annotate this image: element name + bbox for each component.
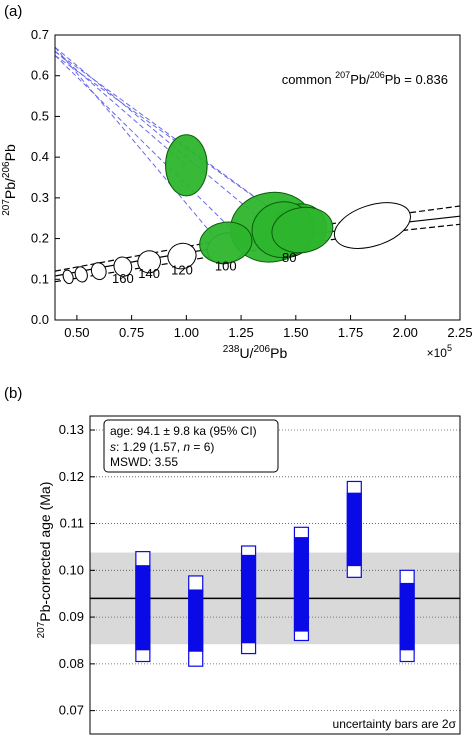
age-bars [135, 480, 415, 667]
y-tick-label: 0.2 [31, 231, 49, 246]
x-tick-label: 2.25 [447, 325, 472, 340]
plot-b-frame [89, 415, 461, 735]
x-axis-multiplier: ×105 [427, 343, 452, 360]
intercept-line [55, 46, 220, 243]
x-tick-label: 2.00 [393, 325, 418, 340]
x-tick-label: 1.25 [228, 325, 253, 340]
data-ellipse [271, 206, 334, 254]
intercept-line [55, 46, 273, 229]
x-tick-label: 0.50 [64, 325, 89, 340]
y-tick-label: 0.3 [31, 190, 49, 205]
age-marker-ellipse [167, 242, 197, 270]
age-label: 120 [171, 262, 193, 277]
weighted-mean-panel: (b) 0.07 0.08 0.09 0.10 0.11 0.12 0.13 207Pb-c… [4, 385, 461, 735]
age-marker-ellipse [62, 269, 74, 285]
stats-legend-box [103, 419, 279, 473]
y-tick-label: 0.5 [31, 108, 49, 123]
y-tick-label: 0.13 [59, 422, 84, 437]
x-axis-label: 238U/206Pb [223, 344, 288, 361]
y-tick-label: 0.1 [31, 271, 49, 286]
plot-a-axes: 0.50 0.75 1.00 1.25 1.50 1.75 2.00 2.25 0.0 0.1 0.… [31, 27, 473, 340]
age-marker-ellipse [90, 262, 107, 281]
x-tick-label: 1.50 [283, 325, 308, 340]
y-tick-label: 0.08 [59, 656, 84, 671]
age-bar-inner [293, 537, 309, 632]
uncertainty-footnote: uncertainty bars are 2σ [333, 717, 457, 731]
age-bar-inner [188, 589, 204, 652]
age-marker-ellipse [113, 256, 133, 277]
age-marker-ellipse [74, 266, 88, 283]
y-axis-label: 207Pb/206Pb [1, 144, 18, 216]
plot-b-axes: 0.07 0.08 0.09 0.10 0.11 0.12 0.13 [59, 422, 95, 718]
legend-mswd: MSWD: 3.55 [110, 455, 178, 469]
legend-dispersion: s: 1.29 (1.57, n = 6) [110, 440, 214, 454]
panel-a-label: (a) [4, 3, 22, 20]
age-label: 140 [138, 266, 160, 281]
y-tick-label: 0.7 [31, 27, 49, 42]
y-tick-label: 0.09 [59, 609, 84, 624]
age-label: 160 [112, 271, 134, 286]
age-label: 100 [215, 259, 237, 274]
y-tick-label: 0.11 [60, 516, 84, 531]
age-marker-ellipse [137, 250, 161, 274]
y-tick-label: 0.07 [59, 703, 84, 718]
y-tick-label: 0.12 [59, 469, 84, 484]
error-ellipses [165, 134, 334, 264]
y-tick-label: 0.10 [59, 562, 84, 577]
age-bar-inner [346, 492, 362, 567]
data-ellipse [165, 134, 208, 197]
age-label: 80 [282, 250, 296, 265]
panel-b-label: (b) [4, 385, 22, 402]
plot-a-frame [54, 34, 461, 321]
x-tick-label: 1.75 [338, 325, 363, 340]
y-axis-label-b: 207Pb-corrected age (Ma) [36, 482, 53, 639]
age-bar-inner [399, 582, 415, 651]
age-bar-inner [135, 565, 151, 651]
concordia-panel: (a) 160 140 120 100 80 0.50 0.75 1.00 1.25 1.50 1… [1, 3, 473, 361]
y-tick-label: 0.4 [31, 149, 49, 164]
common-pb-annotation: common 207Pb/206Pb = 0.836 [282, 70, 448, 87]
y-tick-label: 0.0 [31, 312, 49, 327]
x-tick-label: 1.00 [174, 325, 199, 340]
intercept-line [55, 50, 187, 166]
legend-age: age: 94.1 ± 9.8 ka (95% CI) [110, 424, 257, 438]
y-tick-label: 0.6 [31, 68, 49, 83]
data-ellipse [199, 221, 253, 264]
intercept-line [55, 55, 242, 239]
x-tick-label: 0.75 [119, 325, 144, 340]
concordia-age-labels: 160 140 120 100 80 [112, 250, 296, 286]
age-marker-ellipse [333, 202, 411, 249]
age-bar-inner [241, 554, 257, 644]
